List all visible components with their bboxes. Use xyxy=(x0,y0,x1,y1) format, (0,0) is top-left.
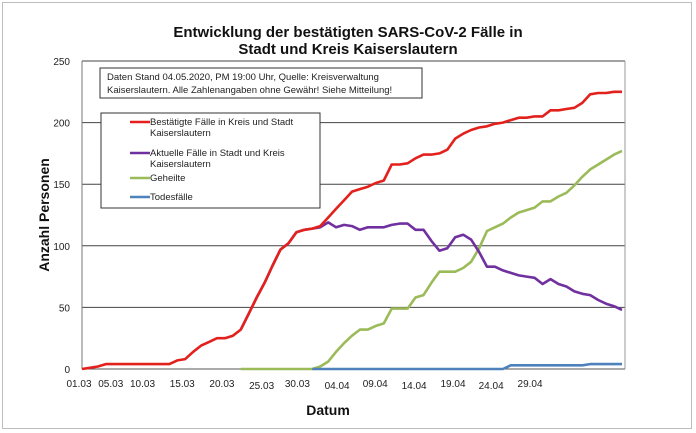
legend-label: Kaiserslautern xyxy=(150,159,211,170)
x-tick-label: 04.04 xyxy=(325,381,350,392)
y-axis-label: Anzahl Personen xyxy=(36,158,52,272)
y-tick-label: 250 xyxy=(53,57,70,68)
chart-title: Entwicklung der bestätigten SARS-CoV-2 F… xyxy=(173,24,522,58)
legend-label: Bestätigte Fälle in Kreis und Stadt xyxy=(150,117,293,128)
series-line-3 xyxy=(312,362,622,371)
x-tick-label: 30.03 xyxy=(285,379,310,390)
x-tick-label: 20.03 xyxy=(209,379,234,390)
x-tick-label: 14.04 xyxy=(402,381,427,392)
annotation-box: Daten Stand 04.05.2020, PM 19:00 Uhr, Qu… xyxy=(99,67,423,99)
y-tick-labels: 0 50 100 150 200 250 xyxy=(53,57,70,376)
legend-frame xyxy=(100,112,321,209)
chart-title-line-2: Stadt und Kreis Kaiserslautern xyxy=(238,41,457,58)
annotation-frame xyxy=(99,67,423,99)
series-line-1 xyxy=(239,221,623,331)
chart-title-line-1: Entwicklung der bestätigten SARS-CoV-2 F… xyxy=(173,24,522,41)
x-tick-label: 10.03 xyxy=(130,379,155,390)
x-tick-labels: 01.03 05.03 10.03 15.03 20.03 25.03 30.03 04.04… xyxy=(66,379,543,392)
y-tick-label: 150 xyxy=(53,180,70,191)
x-tick-label: 19.04 xyxy=(441,379,466,390)
legend-label: Todesfälle xyxy=(150,192,193,203)
x-tick-label: 25.03 xyxy=(249,381,274,392)
series-lines xyxy=(81,90,623,371)
y-tick-label: 100 xyxy=(53,242,70,253)
x-tick-label: 09.04 xyxy=(363,379,388,390)
x-tick-label: 15.03 xyxy=(170,379,195,390)
gridlines xyxy=(81,60,626,370)
x-tick-label: 05.03 xyxy=(98,379,123,390)
annotation-line-1: Daten Stand 04.05.2020, PM 19:00 Uhr, Qu… xyxy=(107,72,379,83)
x-tick-label: 24.04 xyxy=(479,381,504,392)
chart-frame xyxy=(2,2,692,429)
y-tick-label: 200 xyxy=(53,119,70,130)
x-axis-label: Datum xyxy=(306,402,350,418)
x-tick-label: 29.04 xyxy=(518,379,543,390)
series-line-0 xyxy=(81,90,622,371)
annotation-line-2: Kaiserslautern. Alle Zahlenangaben ohne … xyxy=(107,85,392,96)
x-tick-label: 01.03 xyxy=(66,379,91,390)
y-tick-label: 0 xyxy=(64,365,70,376)
legend-label: Kaiserslautern xyxy=(150,128,211,139)
legend-label: Aktuelle Fälle in Stadt und Kreis xyxy=(150,148,285,159)
y-tick-label: 50 xyxy=(59,303,71,314)
legend-label: Geheilte xyxy=(150,173,185,184)
series-line-2 xyxy=(240,149,623,371)
legend: Bestätigte Fälle in Kreis und StadtKaise… xyxy=(100,112,321,209)
